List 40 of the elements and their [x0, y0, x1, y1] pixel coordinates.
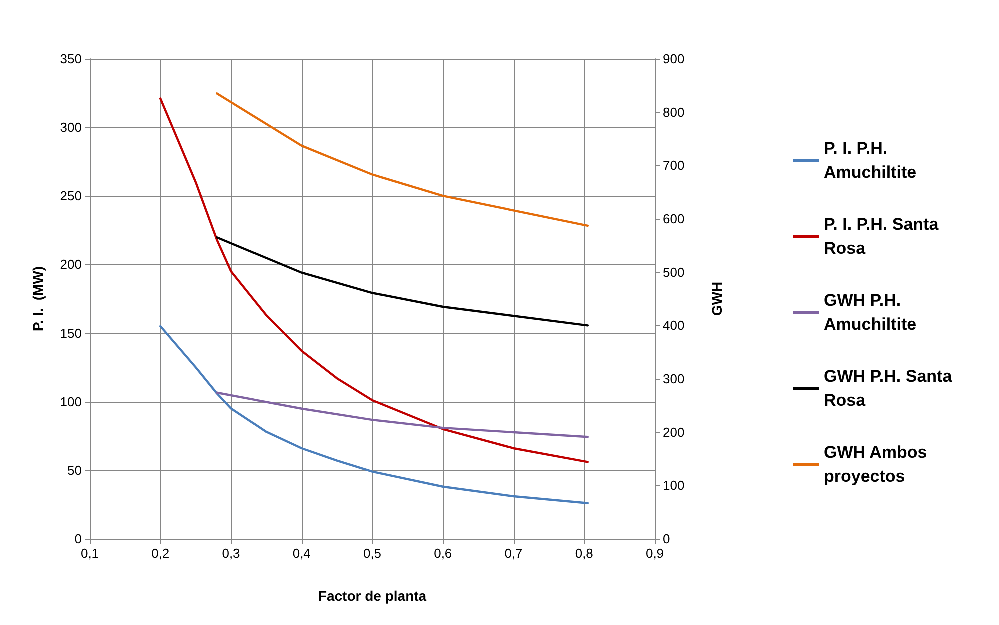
y-axis-title: P. I. (MW): [30, 266, 46, 332]
y2-axis-title: GWH: [709, 282, 725, 316]
x-tick-label: 0,7: [504, 546, 523, 561]
x-tick-label: 0,2: [152, 546, 170, 561]
line-series: [160, 98, 590, 464]
y-tick-label: 150: [60, 326, 82, 341]
line-series: [160, 325, 590, 504]
legend-label: GWH P.H. Amuchiltite: [824, 291, 917, 334]
x-axis-title: Factor de planta: [318, 588, 427, 604]
y2-tick-label: 300: [663, 372, 685, 386]
y2-tick-label: 0: [663, 532, 670, 546]
legend-label: GWH Ambos proyectos: [824, 443, 932, 486]
y2-tick-label: 600: [663, 212, 685, 226]
y-tick-label: 250: [60, 188, 82, 204]
y-tick-label: 300: [60, 120, 82, 136]
y2-tick-label: 500: [663, 264, 685, 280]
y-tick-label: 100: [60, 394, 82, 410]
y-tick-label: 200: [60, 257, 82, 272]
legend-label: GWH P.H. Santa Rosa: [824, 367, 957, 410]
y2-tick-label: 800: [663, 104, 685, 120]
x-tick-label: 0,5: [363, 546, 382, 561]
y-tick-label: 0: [74, 532, 82, 546]
x-tick-label: 0,8: [575, 546, 594, 561]
line-series: [216, 236, 590, 327]
x-tick-label: 0,4: [292, 546, 311, 561]
legend-label: P. I. P.H. Amuchiltite: [824, 139, 917, 182]
line-series: [216, 392, 590, 438]
legend-label: P. I. P.H. Santa Rosa: [824, 215, 944, 258]
y-tick-label: 50: [68, 462, 82, 478]
y2-tick-label: 200: [663, 424, 685, 440]
y2-tick-label: 100: [663, 478, 685, 494]
y2-tick-label: 700: [663, 158, 685, 174]
x-tick-label: 0,3: [222, 546, 240, 561]
y2-tick-label: 400: [663, 318, 685, 334]
x-tick-label: 0,1: [80, 546, 100, 561]
x-tick-label: 0,9: [646, 546, 664, 561]
y2-tick-label: 900: [663, 52, 685, 66]
line-series: [216, 92, 590, 228]
y-tick-label: 350: [60, 52, 82, 66]
x-tick-label: 0,6: [434, 546, 452, 561]
